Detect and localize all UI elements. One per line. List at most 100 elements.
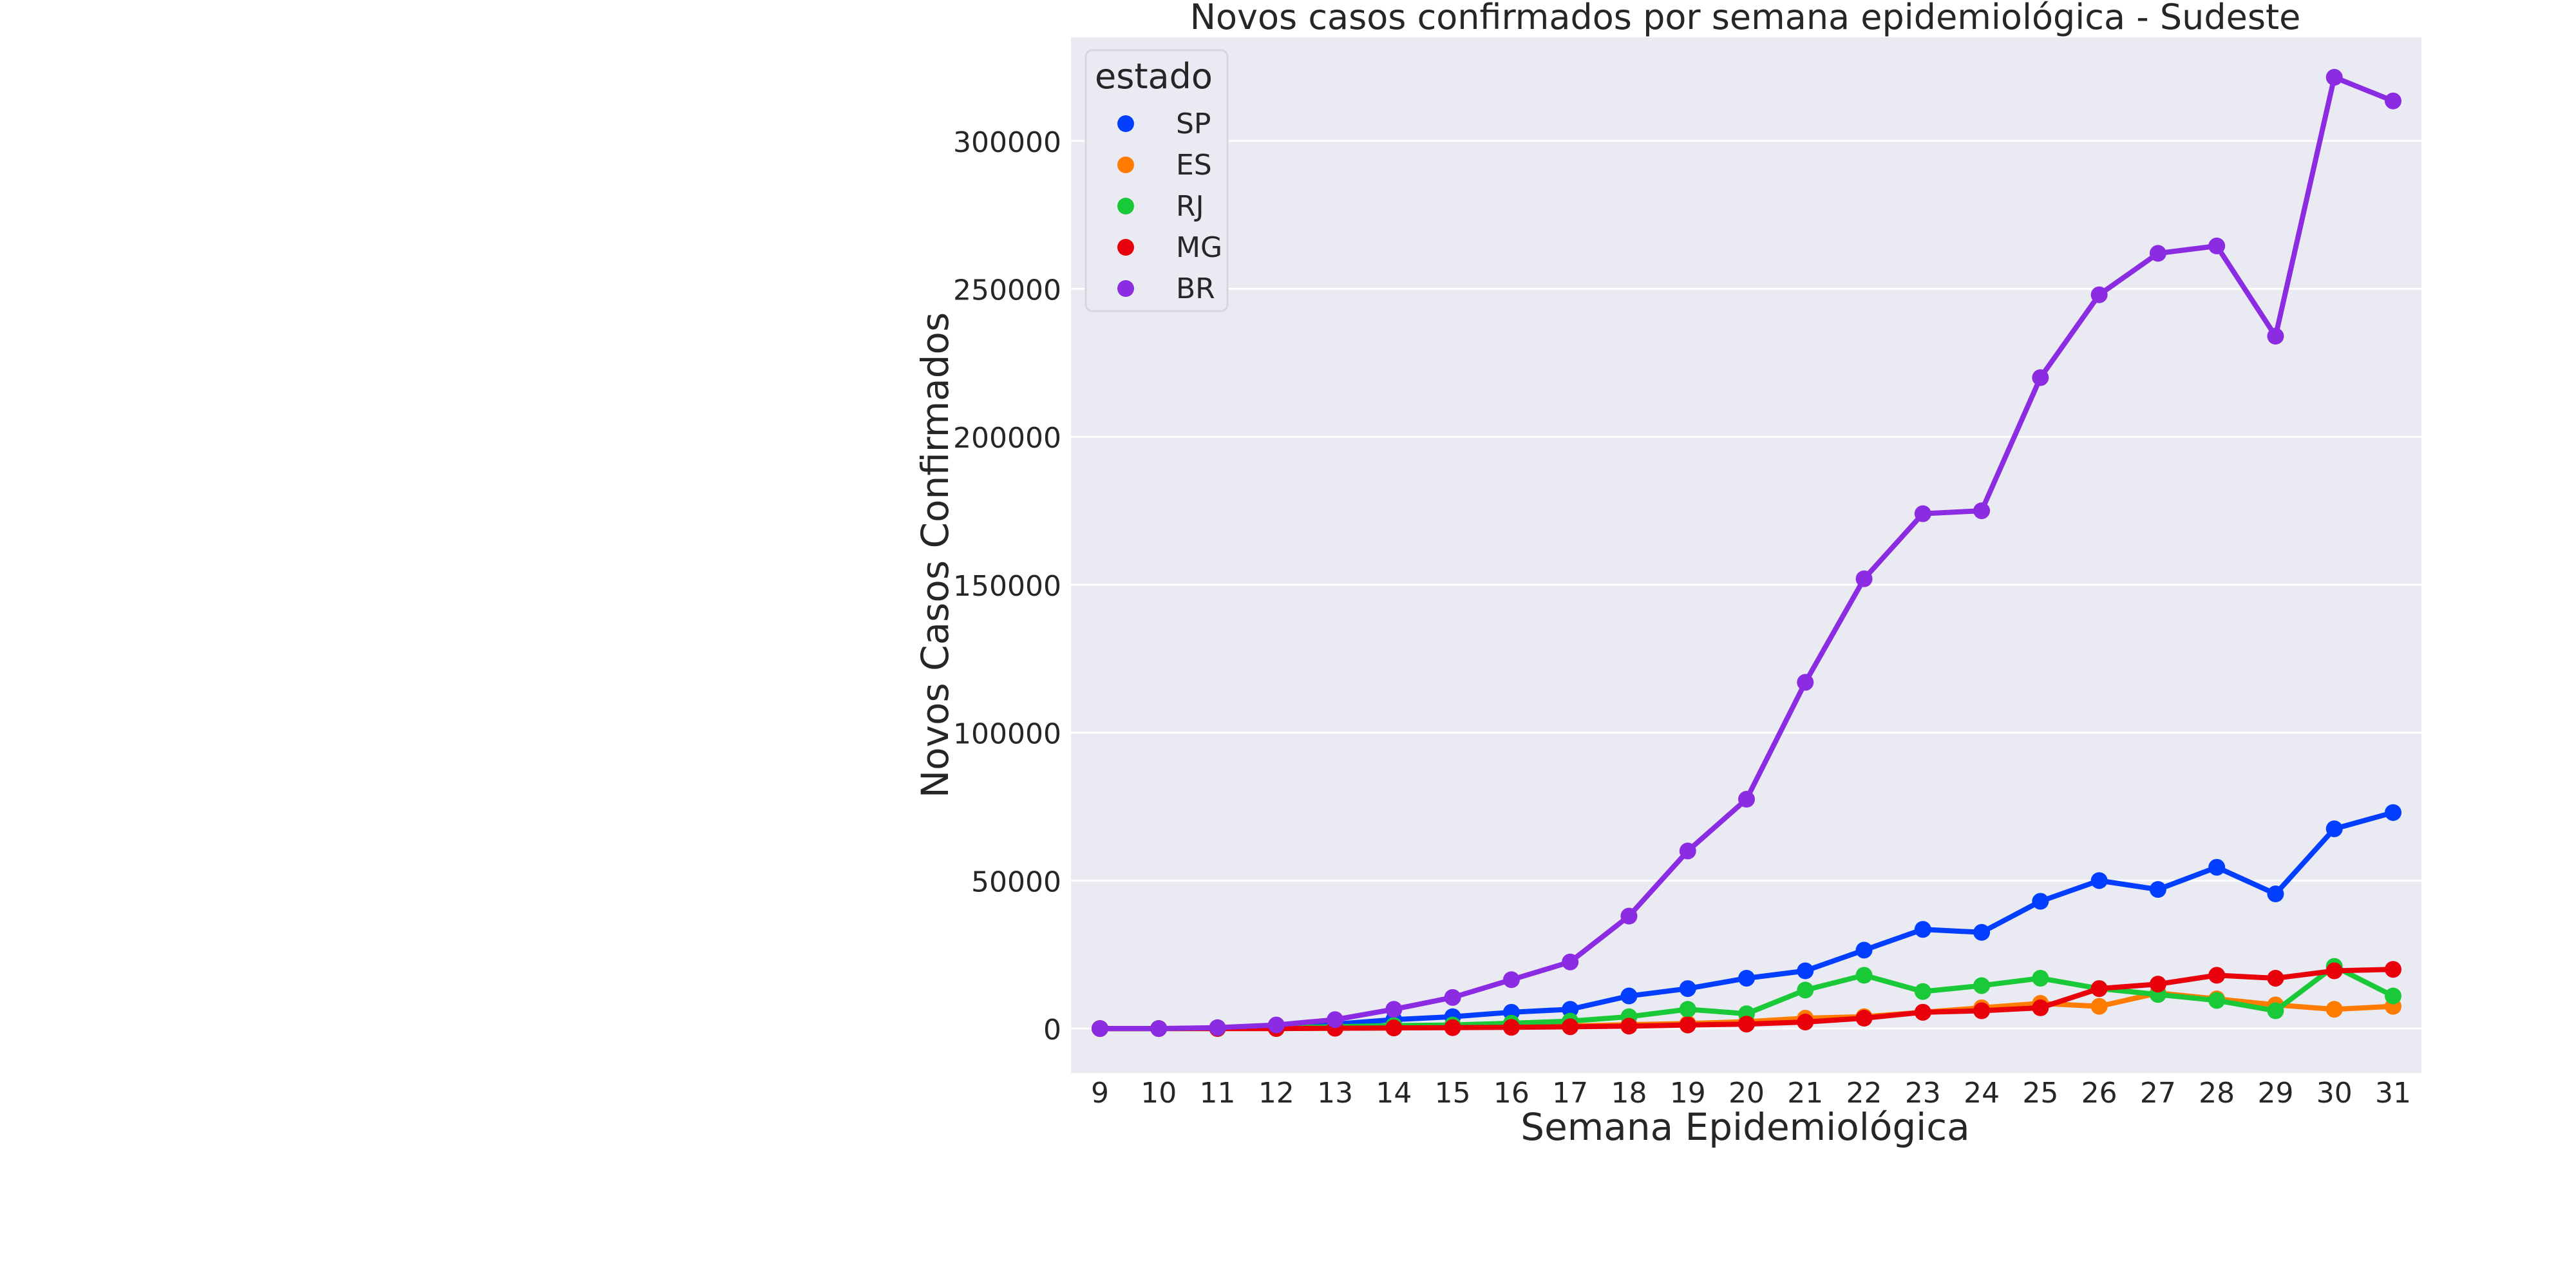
x-tick-label: 25 <box>2022 1077 2058 1110</box>
data-point <box>1385 1019 1403 1037</box>
data-point <box>1914 1003 1931 1021</box>
y-tick-label: 50000 <box>971 866 1061 898</box>
data-point <box>1679 1001 1696 1018</box>
y-tick-label: 250000 <box>953 274 1061 307</box>
chart-title: Novos casos confirmados por semana epide… <box>1190 0 2301 37</box>
x-tick-label: 29 <box>2257 1077 2293 1110</box>
data-point <box>1209 1019 1226 1036</box>
data-point <box>2325 1001 2343 1018</box>
legend-label: RJ <box>1176 190 1204 223</box>
data-point <box>1679 1016 1696 1034</box>
x-tick-label: 24 <box>1964 1077 2000 1110</box>
legend-label: MG <box>1176 231 1222 264</box>
series-layer <box>1092 69 2401 1037</box>
data-point <box>1092 1020 1108 1037</box>
x-tick-label: 10 <box>1141 1077 1177 1110</box>
data-point <box>1150 1020 1168 1037</box>
data-point <box>2385 961 2401 978</box>
data-point <box>1385 1001 1403 1018</box>
data-point <box>1620 987 1638 1005</box>
x-tick-label: 17 <box>1552 1077 1588 1110</box>
y-axis-label: Novos Casos Confirmados <box>913 312 957 798</box>
data-point <box>1973 502 1991 520</box>
data-point <box>2149 245 2166 262</box>
data-point <box>2325 69 2343 86</box>
data-point <box>1502 971 1520 989</box>
data-point <box>1855 570 1873 587</box>
data-point <box>2090 980 2108 998</box>
x-tick-label: 30 <box>2316 1077 2353 1110</box>
data-point <box>1679 842 1696 860</box>
data-point <box>2208 992 2226 1009</box>
data-point <box>2325 820 2343 837</box>
data-point <box>2090 998 2108 1015</box>
data-point <box>2032 369 2049 386</box>
x-tick-label: 27 <box>2140 1077 2176 1110</box>
series-mg <box>1092 961 2401 1037</box>
x-tick-label: 28 <box>2199 1077 2235 1110</box>
y-tick-label: 100000 <box>953 718 1061 751</box>
x-tick-label: 23 <box>1905 1077 1941 1110</box>
data-point <box>2090 872 2108 889</box>
data-point <box>1797 981 1814 999</box>
data-point <box>1855 967 1873 984</box>
data-point <box>1797 962 1814 980</box>
x-tick-label: 22 <box>1846 1077 1882 1110</box>
legend-label: ES <box>1176 149 1212 182</box>
grid-lines <box>1071 140 2421 1030</box>
y-tick-label: 300000 <box>953 126 1061 159</box>
data-point <box>1444 1019 1461 1036</box>
data-point <box>2325 962 2343 980</box>
data-point <box>2208 237 2226 254</box>
data-point <box>1738 1016 1755 1033</box>
data-point <box>1914 505 1931 522</box>
y-tick-label: 200000 <box>953 422 1061 455</box>
data-point <box>1973 977 1991 994</box>
data-point <box>1620 1018 1638 1035</box>
data-point <box>1855 942 1873 959</box>
data-point <box>2032 969 2049 987</box>
data-point <box>1620 907 1638 925</box>
y-tick-label: 0 <box>1043 1014 1061 1046</box>
y-tick-labels: 0 50000 100000 150000 200000 250000 300000 <box>953 126 1061 1046</box>
data-point <box>1562 953 1579 971</box>
x-tick-label: 13 <box>1317 1077 1353 1110</box>
legend-marker <box>1117 156 1134 173</box>
y-tick-label: 150000 <box>953 570 1061 603</box>
x-tick-label: 11 <box>1200 1077 1236 1110</box>
data-point <box>2149 881 2166 898</box>
legend-title: estado <box>1095 56 1213 97</box>
legend-marker <box>1117 198 1134 214</box>
data-point <box>1679 980 1696 998</box>
data-point <box>2032 999 2049 1016</box>
data-point <box>1973 1002 1991 1019</box>
data-point <box>2267 328 2284 345</box>
data-point <box>1855 1010 1873 1027</box>
data-point <box>1797 674 1814 691</box>
data-point <box>1738 969 1755 987</box>
x-tick-labels: 9 10 11 12 13 14 15 16 17 18 19 20 21 22 23 24 25 26 27 28 2… <box>1091 1077 2411 1110</box>
data-point <box>2208 858 2226 876</box>
data-point <box>1797 1013 1814 1030</box>
x-tick-label: 21 <box>1787 1077 1823 1110</box>
data-point <box>1562 1018 1579 1036</box>
data-point <box>1562 1001 1579 1018</box>
data-point <box>1502 1019 1520 1036</box>
x-tick-label: 31 <box>2375 1077 2411 1110</box>
legend-entries: SP ES RJ MG BR <box>1117 108 1222 305</box>
data-point <box>1914 983 1931 1000</box>
x-tick-label: 19 <box>1670 1077 1706 1110</box>
data-point <box>1738 791 1755 808</box>
data-point <box>2267 1002 2284 1019</box>
x-tick-label: 9 <box>1091 1077 1109 1110</box>
data-point <box>2208 967 2226 984</box>
data-point <box>2267 886 2284 903</box>
data-point <box>1267 1016 1285 1034</box>
data-point <box>2385 92 2401 109</box>
x-tick-label: 26 <box>2081 1077 2117 1110</box>
data-point <box>1327 1011 1344 1028</box>
legend-marker <box>1117 280 1134 297</box>
x-tick-label: 20 <box>1728 1077 1765 1110</box>
x-tick-label: 16 <box>1493 1077 1530 1110</box>
